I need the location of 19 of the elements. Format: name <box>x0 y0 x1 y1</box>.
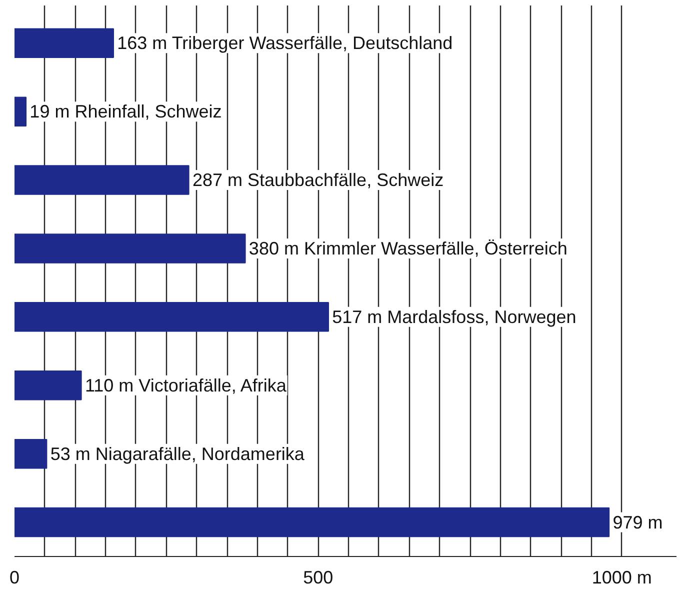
bar <box>14 438 48 469</box>
data-label: 53 m Niagarafälle, Nordamerika <box>50 444 306 464</box>
x-tick-label: 1000 m <box>592 568 652 588</box>
data-label: 517 m Mardalsfoss, Norwegen <box>332 306 576 327</box>
bar <box>14 96 27 126</box>
data-label: 163 m Triberger Wasserfälle, Deutschland <box>117 33 453 54</box>
data-label: 287 m Staubbachfälle, Schweiz <box>192 170 444 190</box>
bar <box>14 370 82 400</box>
x-tick-label: 500 <box>303 568 334 588</box>
data-label: 110 m Victoriafälle, Afrika <box>84 375 288 396</box>
x-tick-label: 0 <box>9 568 20 588</box>
bar <box>14 28 114 58</box>
data-label: 979 m <box>612 512 663 532</box>
bar <box>14 234 246 264</box>
bar <box>14 165 190 195</box>
bar <box>14 302 329 332</box>
bar <box>14 507 610 538</box>
data-label: 19 m Rheinfall, Schweiz <box>30 102 222 122</box>
data-label: 380 m Krimmler Wasserfälle, Österreich <box>248 238 568 258</box>
